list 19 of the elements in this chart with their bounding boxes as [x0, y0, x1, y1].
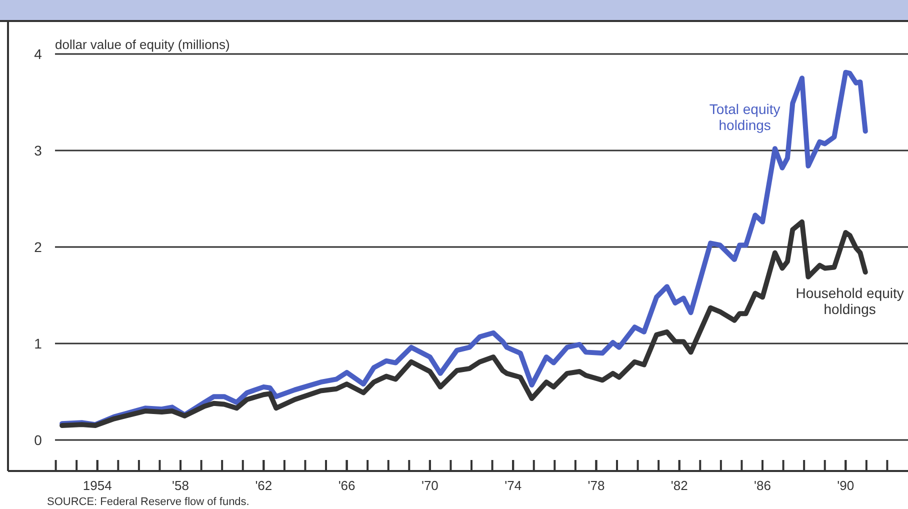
y-axis-title: dollar value of equity (millions): [55, 37, 230, 52]
y-tick-label: 3: [34, 142, 42, 158]
series-label: Total equity holdings: [709, 100, 780, 133]
x-tick-label: '90: [837, 478, 854, 493]
y-tick-label: 4: [34, 46, 42, 62]
x-tick-label: '78: [588, 478, 605, 493]
x-tick-label: 1954: [82, 478, 112, 493]
x-tick-label: '62: [255, 478, 272, 493]
series-label: Household equity holdings: [796, 285, 904, 318]
x-tick-label: '66: [338, 478, 356, 493]
y-tick-label: 2: [34, 239, 42, 255]
y-tick-label: 1: [34, 336, 42, 352]
source-note: SOURCE: Federal Reserve flow of funds.: [47, 496, 250, 508]
y-tick-label: 0: [34, 432, 42, 448]
x-tick-label: '70: [421, 478, 438, 493]
x-tick-label: '58: [172, 478, 189, 493]
x-tick-label: '82: [670, 478, 688, 493]
x-tick-label: '74: [504, 478, 522, 493]
x-tick-label: '86: [754, 478, 771, 493]
